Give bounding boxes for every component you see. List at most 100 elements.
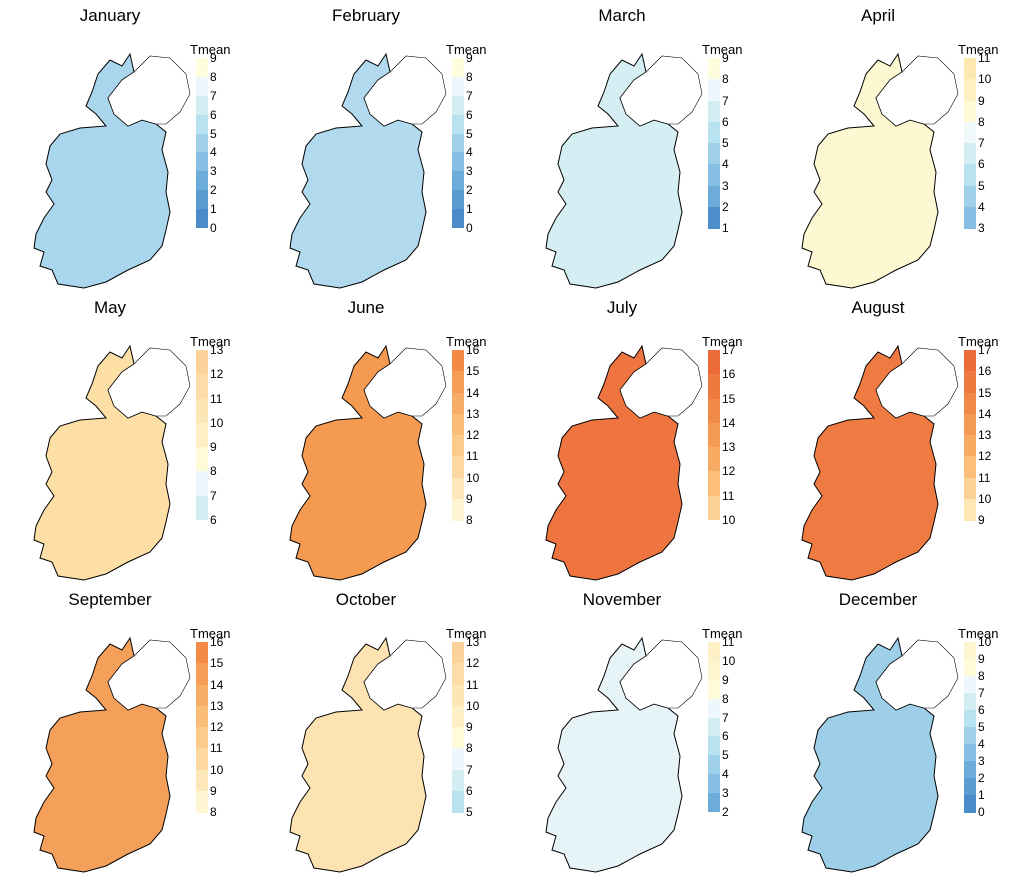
panel-title: February [331,6,401,25]
legend-tick-label: 10 [978,491,992,506]
legend-swatch [452,152,464,172]
legend-tick-label: 8 [978,669,985,683]
legend-tick-label: 6 [466,783,473,798]
legend-tick-label: 17 [978,343,992,357]
legend-swatch [708,79,720,101]
legend-colorbar [452,642,464,813]
legend-swatch [452,435,464,457]
legend-tick-label: 9 [210,51,217,65]
legend-title: Tmean [446,626,487,641]
legend-swatch [452,769,464,792]
legend-tick-label: 10 [210,415,224,430]
legend-swatch [964,710,976,728]
legend-tick-label: 1 [466,202,473,217]
legend-tick-label: 6 [978,703,985,717]
legend-tick-label: 12 [210,720,224,734]
legend-swatch [708,374,720,400]
legend-tick-label: 9 [466,720,473,734]
legend-swatch [452,456,464,478]
northern-ireland-region [363,639,447,711]
legend-tick-label: 5 [978,720,985,734]
legend-swatch [964,477,976,500]
legend-title: Tmean [190,42,231,57]
legend-tick-label: 1 [722,221,729,235]
legend-tick-label: 8 [466,741,473,756]
panel-title: August [851,298,905,317]
ireland-map [289,344,447,581]
legend-tick-label: 11 [722,635,735,649]
legend-tick-label: 5 [722,748,729,763]
panel-october: October Tmean 13 12 11 10 9 8 7 6 5 [256,590,512,880]
northern-ireland-region [619,639,703,711]
legend-tick-label: 17 [722,343,736,357]
legend-swatch [964,100,976,123]
legend-swatch [708,100,720,123]
panel-february: February Tmean 9 8 7 6 5 4 3 2 1 0 [256,6,512,296]
northern-ireland-region [107,347,191,419]
legend-tick-label: 13 [466,635,480,649]
legend-swatch [708,698,720,719]
panel-august: August Tmean 17 16 15 14 13 12 11 10 9 [768,298,1024,588]
legend-tick-label: 5 [466,805,473,819]
legend-swatch [708,164,720,186]
legend-tick-label: 7 [978,686,985,700]
legend-colorbar [452,58,464,229]
legend-tick-label: 7 [978,136,985,150]
legend-tick-label: 8 [722,691,729,706]
legend-swatch [196,76,208,97]
legend-swatch [964,58,976,80]
legend-tick-label: 6 [722,729,729,744]
northern-ireland-region [619,55,703,127]
legend-tick-label: 7 [466,762,473,777]
legend-swatch [964,371,976,393]
legend-swatch [196,374,208,400]
ireland-map [289,52,447,289]
ireland-map [801,636,959,873]
legend-tick-label: 6 [722,114,729,129]
legend-tick-label: 9 [978,513,985,527]
legend-tick-label: 6 [466,107,473,122]
legend-swatch [708,774,720,794]
legend-tick-label: 2 [722,199,729,214]
panel-november: November Tmean 11 10 9 8 7 6 5 4 3 2 [512,590,768,880]
legend-tick-label: 12 [466,656,480,671]
legend-colorbar [708,350,720,521]
legend-title: Tmean [702,334,743,349]
legend-swatch [964,121,976,144]
legend-tick-label: 8 [722,72,729,87]
legend-title: Tmean [958,626,999,641]
legend-swatch [196,495,208,521]
northern-ireland-region [107,55,191,127]
legend-tick-label: 13 [210,698,224,713]
legend-swatch [964,456,976,478]
ireland-map [545,636,703,873]
legend-swatch [196,190,208,210]
legend-swatch [196,447,208,472]
legend-tick-label: 2 [210,183,217,198]
legend-swatch [708,422,720,448]
legend-tick-label: 16 [466,343,480,357]
legend-swatch [964,143,976,165]
legend-swatch [708,206,720,229]
northern-ireland-region [875,639,959,711]
legend-tick-label: 11 [466,677,479,692]
panel-title: January [79,6,141,25]
panel-title: October [335,590,397,609]
legend-swatch [452,498,464,521]
legend-swatch [196,114,208,135]
ireland-map [33,52,191,289]
legend-tick-label: 3 [210,164,217,179]
panel-december: December Tmean 10 9 8 7 6 5 4 3 2 1 0 [768,590,1024,880]
legend-swatch [452,477,464,500]
legend-tick-label: 16 [210,635,224,649]
panel-title: November [582,590,662,609]
legend-tick-label: 3 [722,178,729,193]
legend-colorbar [452,350,464,521]
legend-tick-label: 8 [210,464,217,479]
legend-tick-label: 11 [210,391,223,406]
legend-tick-label: 8 [466,513,473,527]
legend-tick-label: 7 [466,88,473,103]
legend-swatch [708,642,720,662]
legend-tick-label: 9 [722,51,729,65]
legend-swatch [196,790,208,813]
